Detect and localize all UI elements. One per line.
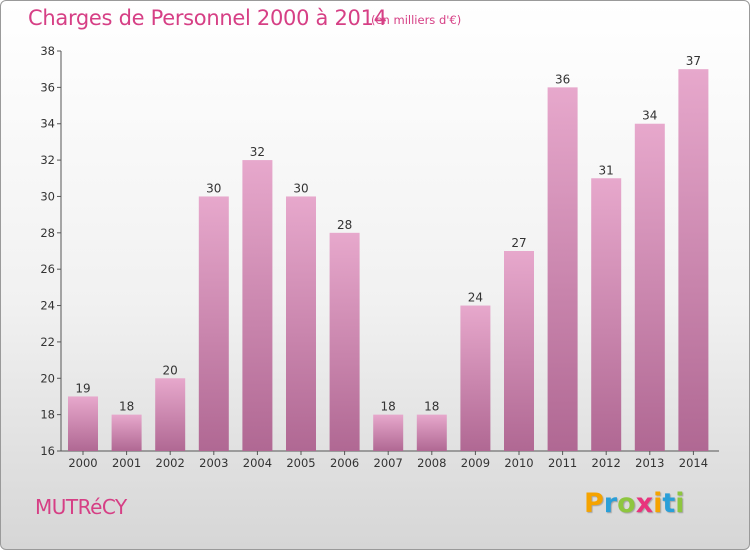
data-label-2000: 19 [75,381,90,395]
logo-letter: x [635,488,654,519]
chart-subtitle: (en milliers d'€) [371,13,462,27]
x-tick-label: 2004 [243,456,272,470]
logo-letter: t [662,488,676,519]
x-tick-label: 2001 [112,456,141,470]
x-tick-label: 2010 [504,456,533,470]
data-label-2004: 32 [250,145,265,159]
bar-2004[interactable] [242,160,273,451]
y-tick-label: 34 [40,117,55,131]
data-label-2001: 18 [119,400,134,414]
proxiti-logo[interactable]: Proxiti [584,488,685,519]
data-label-2009: 24 [468,291,483,305]
bar-2013[interactable] [634,123,665,452]
bar-2006[interactable] [329,232,360,451]
data-label-2003: 30 [206,181,221,195]
x-tick-label: 2009 [461,456,490,470]
bar-2012[interactable] [591,178,622,452]
data-label-2012: 31 [599,163,614,177]
data-label-2006: 28 [337,218,352,232]
data-label-2014: 37 [686,54,701,68]
bar-2002[interactable] [155,378,186,451]
x-tick-label: 2006 [330,456,359,470]
data-label-2011: 36 [555,72,570,86]
y-tick-label: 36 [40,80,55,94]
data-label-2005: 30 [293,181,308,195]
chart-axes: 16 18 20 22 24 26 28 30 32 34 36 38 [40,44,719,458]
bar-2010[interactable] [504,251,534,451]
bar-2007[interactable] [373,414,404,451]
x-tick-label: 2005 [286,456,315,470]
bar-2009[interactable] [460,305,491,451]
y-tick-label: 20 [40,371,55,385]
x-tick-label: 2007 [374,456,403,470]
bar-2001[interactable] [111,414,142,451]
data-label-2008: 18 [424,400,439,414]
bar-2014[interactable] [678,69,709,451]
logo-letter: r [603,488,618,519]
x-tick-label: 2011 [548,456,577,470]
y-tick-label: 24 [40,299,55,313]
x-tick-label: 2012 [592,456,621,470]
logo-letter: P [584,488,604,519]
y-tick-label: 30 [40,189,55,203]
y-tick-label: 32 [40,153,55,167]
bar-2005[interactable] [286,196,316,451]
x-tick-label: 2000 [68,456,97,470]
x-tick-label: 2014 [679,456,708,470]
data-label-2013: 34 [642,109,657,123]
y-tick-label: 22 [40,335,55,349]
chart-bars [68,69,709,452]
data-label-2010: 27 [511,236,526,250]
y-tick-label: 38 [40,44,55,58]
x-tick-label: 2013 [635,456,664,470]
logo-letter: i [675,488,685,519]
chart-labels: 2000 19 2001 18 2002 20 2003 30 2004 32 2005 30 2006… [68,54,708,470]
bar-2003[interactable] [198,196,229,451]
x-tick-label: 2002 [156,456,185,470]
data-label-2007: 18 [381,400,396,414]
y-tick-label: 26 [40,262,55,276]
y-tick-label: 28 [40,226,55,240]
chart-title: Charges de Personnel 2000 à 2014 [28,6,387,30]
logo-letter: o [617,488,636,519]
bar-2011[interactable] [547,87,578,451]
data-label-2002: 20 [163,363,178,377]
commune-name: MUTRéCY [35,495,127,519]
x-tick-label: 2008 [417,456,446,470]
x-tick-label: 2003 [199,456,228,470]
y-tick-label: 16 [40,444,55,458]
logo-letter: i [653,488,663,519]
y-tick-label: 18 [40,408,55,422]
bar-2000[interactable] [68,396,98,451]
bar-2008[interactable] [416,414,447,451]
